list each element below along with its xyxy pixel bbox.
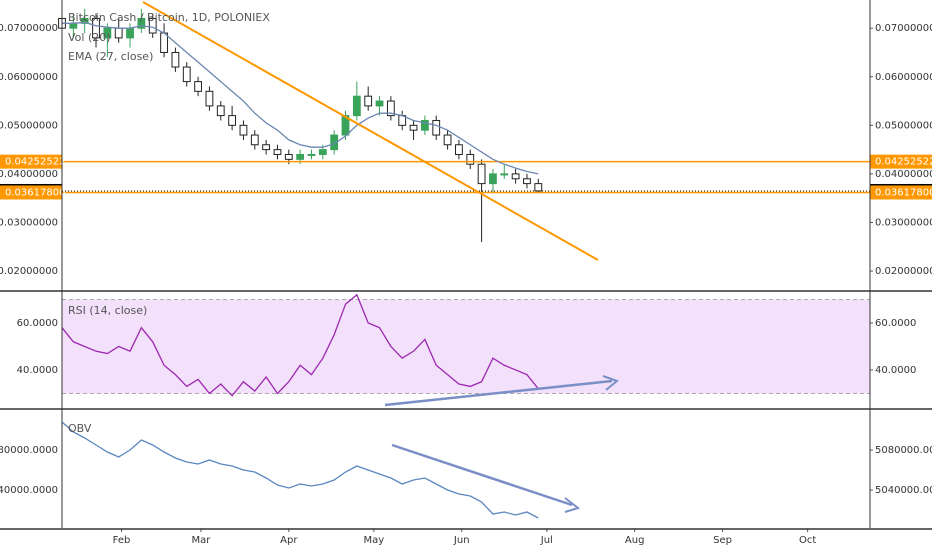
price-label-box — [0, 185, 62, 200]
candle-body — [262, 144, 271, 151]
y-tick-label: 0.06000000 — [0, 72, 58, 83]
y-tick-label: 0.04000000 — [0, 169, 58, 180]
candle-body — [375, 100, 384, 107]
candle-body — [523, 178, 531, 185]
candle-body — [216, 105, 225, 117]
candle-body — [114, 27, 123, 39]
x-tick-label: Sep — [713, 535, 732, 546]
candle-body — [443, 134, 452, 146]
price-label: 0.03617800 — [5, 187, 65, 198]
legend-ema: EMA (27, close) — [68, 50, 153, 63]
x-tick-label: Jun — [453, 535, 470, 546]
candle-body — [160, 32, 168, 53]
rsi-band — [62, 299, 870, 394]
price-label-box — [870, 154, 932, 169]
candle-body — [296, 153, 305, 160]
y-tick-label: 0.05000000 — [875, 120, 932, 131]
y-tick-label: 5080000.0000 — [875, 445, 932, 456]
divergence-arrow — [391, 443, 573, 507]
candle-body — [194, 81, 202, 92]
candle-body — [534, 183, 543, 192]
candle-body — [92, 17, 100, 39]
candle-body — [80, 17, 89, 24]
legend-title: Bitcoin Cash / Bitcoin, 1D, POLONIEX — [68, 11, 270, 24]
candle-body — [489, 173, 497, 185]
candle-body — [352, 95, 361, 117]
candle-body — [148, 17, 157, 34]
candle-body — [137, 17, 146, 29]
candle-body — [126, 27, 134, 39]
legend-rsi: RSI (14, close) — [68, 304, 147, 317]
trend-line — [142, 1, 599, 261]
x-tick-label: May — [364, 535, 385, 546]
candle-body — [500, 173, 509, 176]
series-line — [61, 421, 539, 519]
y-tick-label: 0.03000000 — [875, 217, 932, 228]
x-tick-label: Aug — [625, 535, 645, 546]
y-tick-label: 0.02000000 — [0, 266, 58, 277]
candle-body — [364, 95, 373, 107]
y-tick-label: 0.07000000 — [0, 23, 58, 34]
candle-body — [307, 153, 316, 156]
candle-body — [284, 153, 293, 160]
candle-body — [455, 144, 463, 155]
candle-body — [341, 115, 350, 136]
y-tick-label: 0.03000000 — [0, 217, 58, 228]
candle-body — [330, 134, 339, 151]
y-tick-label: 0.06000000 — [875, 72, 932, 83]
y-tick-label: 0.04000000 — [875, 169, 932, 180]
arrow-head — [564, 497, 581, 513]
y-tick-label: 60.0000 — [875, 318, 916, 329]
candle-body — [228, 115, 237, 126]
price-label: 0.04252522 — [5, 157, 65, 168]
candle-body — [273, 149, 282, 155]
candle-body — [171, 51, 180, 68]
x-tick-label: Feb — [113, 535, 131, 546]
candle-body — [250, 134, 259, 146]
arrow-head — [602, 375, 620, 391]
candle-body — [239, 124, 248, 136]
price-label-box — [0, 154, 62, 169]
candle-body — [69, 22, 78, 29]
candle-body — [103, 27, 112, 39]
candle-body — [511, 173, 520, 180]
candle-body — [386, 100, 395, 117]
y-tick-label: 0.05000000 — [0, 120, 58, 131]
y-tick-label: 5040000.0000 — [0, 485, 58, 496]
y-tick-label: 5040000.0000 — [875, 485, 932, 496]
candle-body — [182, 66, 191, 83]
y-tick-label: 40.0000 — [17, 365, 58, 376]
y-tick-label: 0.02000000 — [875, 266, 932, 277]
legend-volume: Vol (20) — [68, 31, 111, 44]
legend-obv: OBV — [68, 422, 92, 435]
candle-body — [409, 124, 418, 131]
candle-body — [432, 119, 441, 136]
y-tick-label: 60.0000 — [17, 318, 58, 329]
divergence-arrow — [384, 379, 613, 407]
candle-body — [466, 153, 475, 165]
candle-body — [205, 90, 214, 107]
candle-body — [477, 163, 486, 185]
price-label-box — [870, 185, 932, 200]
y-tick-label: 40.0000 — [875, 365, 916, 376]
series-line — [61, 293, 539, 397]
candle-body — [318, 149, 327, 155]
candle-body — [420, 119, 429, 131]
series-line — [62, 21, 539, 175]
y-tick-label: 5080000.0000 — [0, 445, 58, 456]
x-tick-label: Oct — [799, 535, 816, 546]
price-label: 0.03617800 — [875, 187, 932, 198]
price-label: 0.04252522 — [875, 157, 932, 168]
x-tick-label: Jul — [540, 535, 553, 546]
x-tick-label: Apr — [280, 535, 298, 546]
y-tick-label: 0.07000000 — [875, 23, 932, 34]
x-tick-label: Mar — [191, 535, 211, 546]
